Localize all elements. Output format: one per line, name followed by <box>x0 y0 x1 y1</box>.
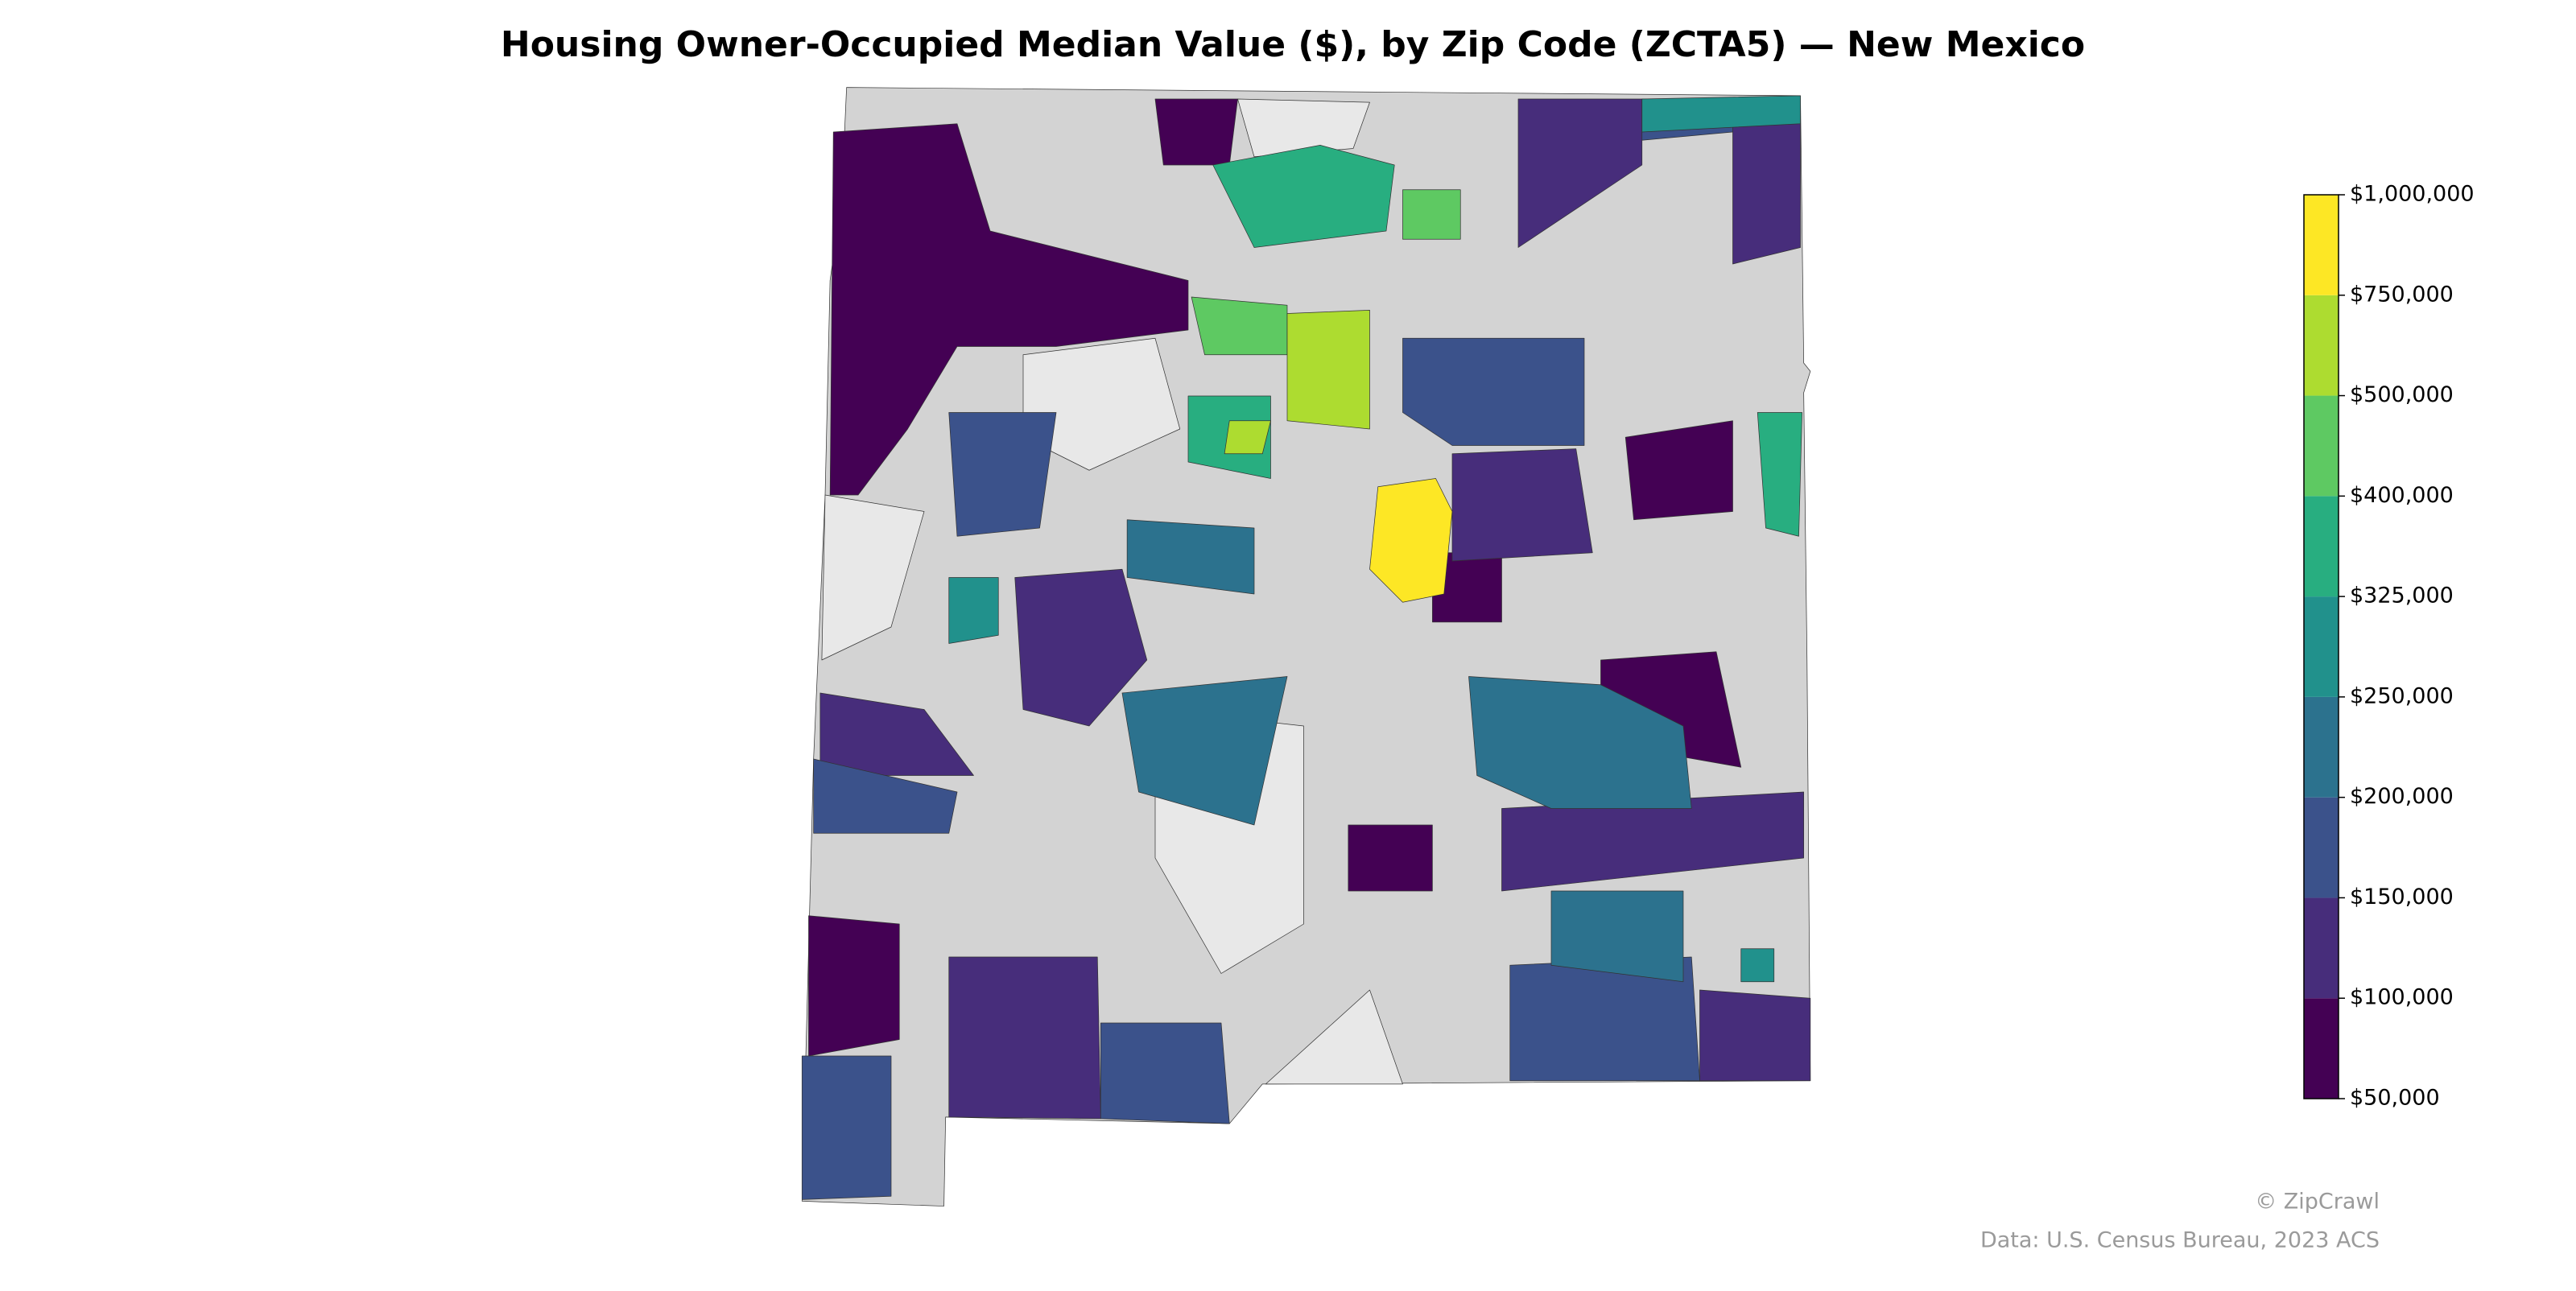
zip-area <box>1212 145 1395 248</box>
state-map <box>801 87 1811 1206</box>
zip-area <box>948 412 1057 537</box>
source-note: Data: U.S. Census Bureau, 2023 ACS <box>1980 1228 2380 1253</box>
colorbar-bin <box>2304 897 2339 999</box>
credit: © ZipCrawl <box>2255 1190 2380 1215</box>
zip-area <box>829 123 1189 496</box>
zip-area <box>1550 890 1684 983</box>
colorbar-tick-label: $1,000,000 <box>2350 182 2475 207</box>
zip-area <box>808 915 900 1057</box>
zip-area <box>1121 676 1288 826</box>
colorbar-tick-label: $200,000 <box>2350 784 2454 809</box>
zip-area <box>1348 824 1433 892</box>
colorbar-tick-label: $250,000 <box>2350 683 2454 708</box>
zip-area <box>819 692 974 776</box>
zip-area <box>1369 478 1453 603</box>
colorbar-bin <box>2304 696 2339 798</box>
colorbar-bin <box>2304 797 2339 898</box>
zip-area <box>1641 95 1801 133</box>
zip-area <box>948 956 1101 1120</box>
zip-area <box>1757 412 1802 537</box>
zip-area <box>1501 791 1805 892</box>
zip-area <box>1191 296 1288 356</box>
colorbar-tick-label: $50,000 <box>2350 1086 2440 1111</box>
colorbar-tick-label: $750,000 <box>2350 282 2454 307</box>
zip-area <box>813 758 958 834</box>
zip-area <box>1224 420 1271 455</box>
zip-area <box>1014 568 1148 727</box>
colorbar-tick-label: $150,000 <box>2350 885 2454 909</box>
zip-area <box>1402 189 1461 240</box>
colorbar-bin <box>2304 295 2339 396</box>
zip-area <box>1286 310 1370 430</box>
colorbar-tick-label: $500,000 <box>2350 382 2454 407</box>
colorbar-bin <box>2304 496 2339 597</box>
colorbar-frame <box>2303 194 2339 1099</box>
colorbar-tick-label: $400,000 <box>2350 483 2454 508</box>
zip-area <box>1517 98 1643 248</box>
chart-title: Housing Owner-Occupied Median Value ($),… <box>501 24 2085 65</box>
no-data-area <box>1237 98 1370 158</box>
zip-area <box>1451 448 1593 562</box>
colorbar-tick-label: $100,000 <box>2350 985 2454 1010</box>
zip-area <box>1468 676 1692 809</box>
colorbar-bin <box>2304 195 2339 295</box>
zip-area <box>1402 337 1585 446</box>
colorbar-bin <box>2304 596 2339 697</box>
zip-area <box>1126 519 1255 595</box>
no-data-area <box>821 494 925 661</box>
zip-area <box>1154 98 1238 166</box>
zip-area <box>1732 115 1801 265</box>
zip-area <box>801 1055 892 1200</box>
colorbar-tick-label: $325,000 <box>2350 584 2454 608</box>
colorbar-bin <box>2304 395 2339 497</box>
colorbar-bin <box>2304 998 2339 1099</box>
no-data-area <box>1265 989 1403 1085</box>
zip-area <box>948 577 999 644</box>
zip-area <box>1624 420 1733 521</box>
zip-area <box>1740 948 1775 983</box>
zip-area <box>1100 1022 1230 1124</box>
zip-area <box>1699 989 1811 1082</box>
